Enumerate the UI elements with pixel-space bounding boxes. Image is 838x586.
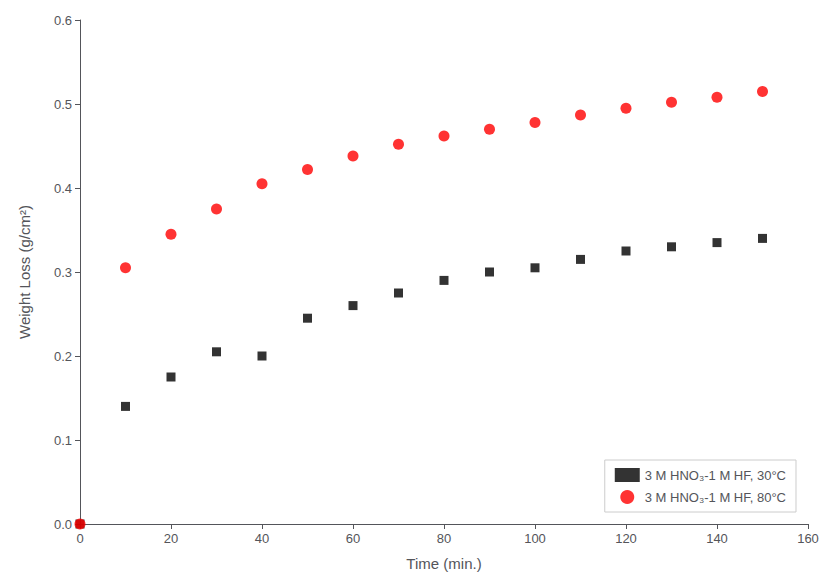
svg-text:40: 40 <box>255 531 269 546</box>
svg-text:120: 120 <box>615 531 637 546</box>
svg-text:0.2: 0.2 <box>54 349 72 364</box>
svg-text:20: 20 <box>164 531 178 546</box>
svg-text:60: 60 <box>346 531 360 546</box>
svg-text:100: 100 <box>524 531 546 546</box>
svg-text:Weight Loss (g/cm²): Weight Loss (g/cm²) <box>16 205 33 339</box>
svg-text:0.1: 0.1 <box>54 433 72 448</box>
svg-text:Time (min.): Time (min.) <box>406 555 481 572</box>
svg-text:0.5: 0.5 <box>54 97 72 112</box>
svg-text:0.3: 0.3 <box>54 265 72 280</box>
svg-text:0.4: 0.4 <box>54 181 72 196</box>
svg-text:3 M HNO₃-1 M HF, 30°C: 3 M HNO₃-1 M HF, 30°C <box>645 468 786 483</box>
svg-text:0.6: 0.6 <box>54 13 72 28</box>
svg-text:140: 140 <box>706 531 728 546</box>
svg-text:80: 80 <box>437 531 451 546</box>
svg-text:0.0: 0.0 <box>54 517 72 532</box>
svg-text:0: 0 <box>76 531 83 546</box>
svg-text:3 M HNO₃-1 M HF, 80°C: 3 M HNO₃-1 M HF, 80°C <box>645 490 786 505</box>
svg-text:160: 160 <box>797 531 819 546</box>
